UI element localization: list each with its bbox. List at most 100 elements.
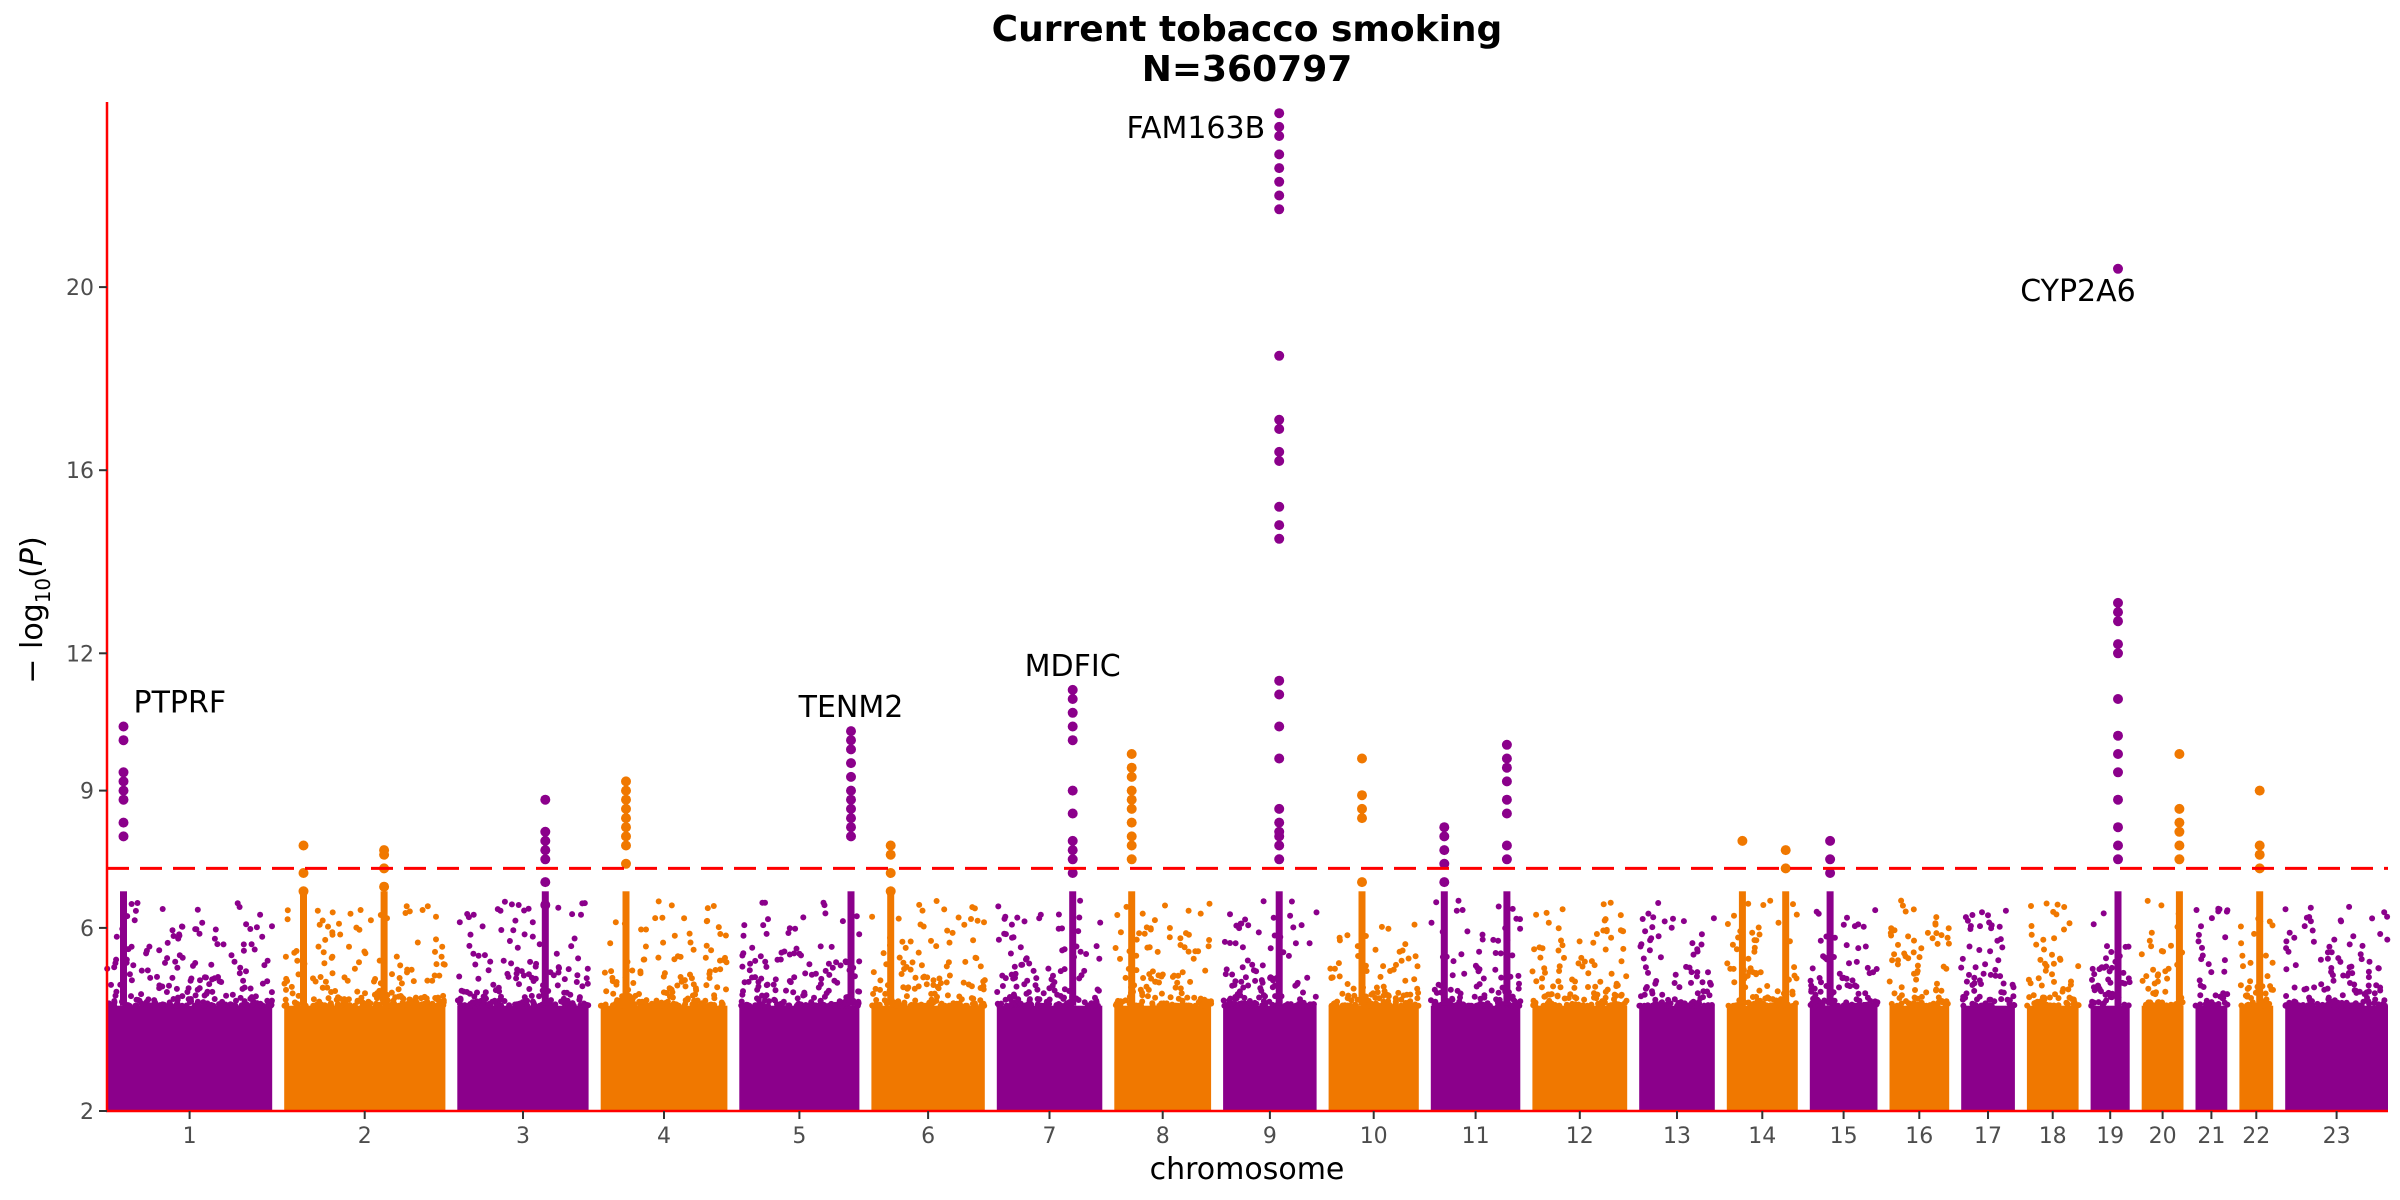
snp-point: [525, 905, 532, 912]
peak-9-point-21: [1274, 163, 1285, 174]
snp-point: [920, 1002, 927, 1009]
snp-point: [403, 903, 410, 910]
snp-point: [1658, 1002, 1665, 1009]
snp-point: [1933, 930, 1940, 937]
snp-point: [1509, 905, 1516, 912]
snp-point: [704, 917, 711, 924]
snp-point: [2303, 914, 2310, 921]
snp-point: [1533, 911, 1540, 918]
snp-point: [2251, 930, 2258, 937]
peak-6-stalk: [887, 891, 895, 1006]
peak-18-point-2: [2254, 840, 2265, 851]
snp-point: [2149, 1002, 2156, 1009]
snp-point: [1688, 979, 1694, 986]
snp-point: [1592, 983, 1599, 990]
snp-point: [2245, 984, 2252, 991]
peak-2-point-0: [379, 881, 390, 892]
snp-point: [203, 990, 210, 997]
snp-point: [1140, 975, 1147, 981]
snp-point: [2324, 955, 2331, 962]
snp-point: [1018, 961, 1025, 968]
snp-point: [2205, 961, 2212, 968]
snp-point: [637, 970, 644, 977]
snp-point: [1958, 964, 1965, 971]
snp-point: [1166, 934, 1173, 941]
peak-6-point-3: [885, 840, 896, 851]
snp-point: [553, 950, 560, 957]
peak-4-point-4: [621, 813, 631, 824]
snp-point: [1383, 1002, 1390, 1009]
snp-point: [508, 960, 515, 967]
snp-point: [1050, 972, 1056, 979]
snp-point: [1959, 955, 1966, 962]
snp-point: [1846, 960, 1852, 967]
peak-12-point-5: [1501, 762, 1512, 773]
snp-point: [159, 906, 166, 912]
x-tick-label-7: 7: [1043, 1124, 1057, 1149]
snp-point: [722, 932, 729, 939]
snp-point: [1239, 964, 1246, 971]
peak-7-stalk: [1069, 891, 1077, 1006]
snp-point: [2343, 1002, 2350, 1009]
snp-point: [758, 975, 765, 982]
snp-point: [1472, 962, 1479, 969]
snp-point: [498, 1002, 505, 1009]
snp-point: [1287, 912, 1294, 919]
snp-point: [1933, 986, 1940, 993]
snp-point: [763, 982, 770, 989]
x-tick-label-23: 23: [2323, 1124, 2351, 1149]
snp-point: [138, 991, 145, 998]
snp-point: [1591, 994, 1597, 1001]
peak-7-point-2: [1067, 845, 1078, 856]
peak-8-point-4: [1126, 803, 1137, 814]
snp-point: [2108, 994, 2115, 1001]
snp-point: [436, 972, 443, 979]
snp-point: [267, 1002, 274, 1009]
snp-point: [1734, 1002, 1740, 1009]
snp-point: [1650, 914, 1657, 921]
snp-point: [1055, 911, 1062, 918]
snp-point: [173, 1002, 179, 1009]
snp-point: [1707, 981, 1714, 988]
snp-point: [1414, 985, 1421, 992]
snp-point: [1344, 1002, 1351, 1009]
snp-point: [1037, 1002, 1044, 1009]
snp-point: [1428, 919, 1435, 926]
snp-point: [2375, 1001, 2382, 1008]
snp-point: [2103, 955, 2109, 962]
snp-point: [1899, 902, 1906, 909]
peak-1-point-1: [298, 868, 309, 878]
snp-point: [2103, 963, 2110, 970]
peak-15-point-0: [1825, 868, 1836, 878]
snp-point: [2043, 900, 2050, 907]
snp-point: [1206, 900, 1213, 907]
snp-point: [1244, 957, 1251, 964]
snp-point: [675, 1002, 682, 1009]
snp-point: [527, 958, 534, 965]
snp-point: [1855, 921, 1862, 928]
peak-16-point-6: [2113, 730, 2123, 741]
peak-5-stalk: [847, 891, 855, 1006]
peak-8-point-3: [1126, 817, 1137, 828]
snp-point: [2307, 904, 2314, 911]
snp-point: [1307, 1001, 1313, 1008]
snp-point: [1945, 925, 1952, 932]
snp-point: [2357, 951, 2364, 958]
snp-point: [1009, 934, 1015, 941]
snp-point: [438, 953, 445, 960]
snp-point: [1872, 907, 1879, 914]
snp-point: [111, 1002, 118, 1009]
snp-point: [2125, 1002, 2132, 1009]
snp-point: [2267, 983, 2274, 990]
snp-point: [2314, 1000, 2321, 1007]
snp-point: [681, 977, 688, 984]
snp-point: [1488, 987, 1495, 994]
snp-point: [292, 1000, 299, 1007]
snp-point: [1197, 910, 1204, 917]
snp-point: [898, 971, 905, 977]
snp-point: [1843, 942, 1850, 949]
peak-16-stalk: [2114, 891, 2122, 1006]
snp-point: [710, 903, 717, 909]
peak-17-point-2: [2174, 826, 2185, 837]
snp-point: [1866, 970, 1873, 977]
